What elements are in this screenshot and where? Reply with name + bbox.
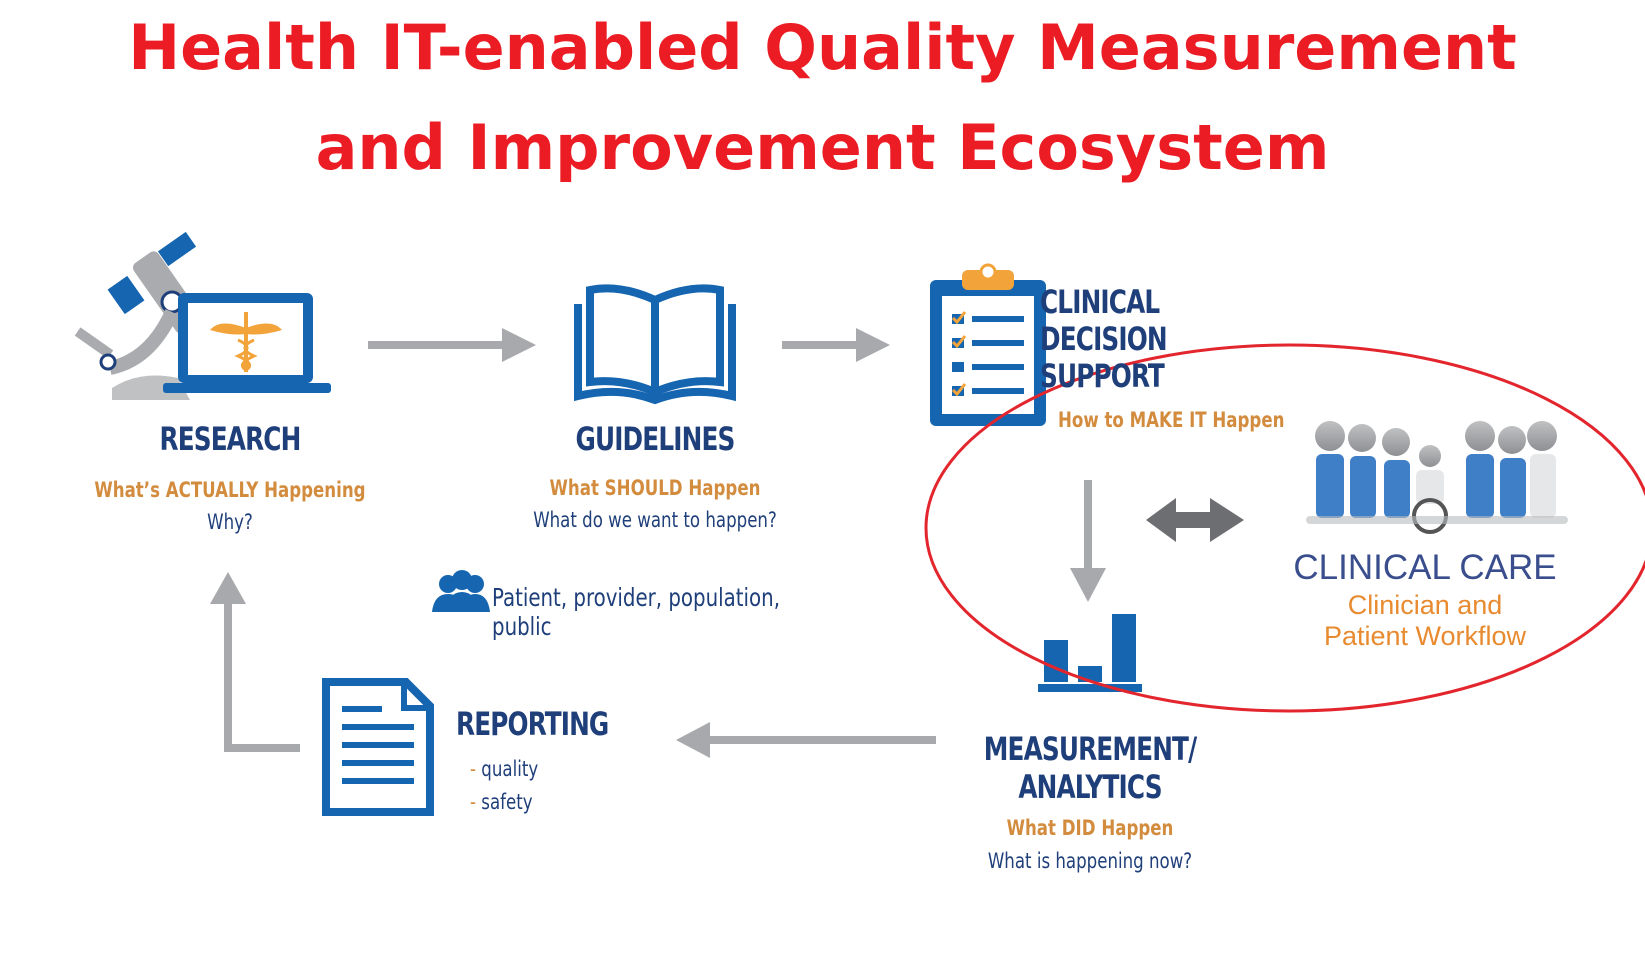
arrow-measurement-to-reporting [676, 722, 936, 758]
laptop-caduceus-icon [163, 293, 331, 393]
clinical-care-title: CLINICAL CARE [1293, 548, 1557, 587]
page-title-line-1: Health IT-enabled Quality Measurement [128, 11, 1517, 84]
page-title-line-2: and Improvement Ecosystem [315, 111, 1330, 184]
open-book-icon [574, 284, 736, 405]
care-team-icon [1306, 421, 1568, 534]
research-title: RESEARCH [159, 420, 302, 458]
reporting-item-safety: - safety [470, 790, 593, 814]
arrow-cds-to-measurement [1070, 480, 1106, 602]
arrow-research-to-guidelines [368, 328, 536, 362]
clinical-care-subtitle: Clinician and Patient Workflow [1270, 590, 1580, 652]
clinical-care-highlight-ellipse [924, 343, 1645, 713]
reporting-item-quality: - quality [470, 757, 593, 781]
measurement-subtitle: What DID Happen [1006, 816, 1174, 840]
bullet: - [470, 757, 477, 781]
cds-subtitle: How to MAKE IT Happen [1058, 408, 1285, 432]
arrow-bidirectional-care [1146, 498, 1244, 542]
research-question: Why? [207, 510, 253, 534]
guidelines-question: What do we want to happen? [533, 508, 777, 532]
clipboard-checklist-icon [930, 263, 1046, 426]
guidelines-subtitle: What SHOULD Happen [549, 476, 761, 500]
clinical-care-sub-line-1: Clinician and [1347, 590, 1503, 620]
clinical-care-sub-line-2: Patient Workflow [1323, 621, 1527, 651]
research-subtitle: What’s ACTUALLY Happening [94, 478, 366, 502]
bullet: - [470, 790, 477, 814]
document-icon [322, 678, 434, 816]
reporting-item-label: safety [481, 790, 533, 814]
cds-title: CLINICAL DECISION SUPPORT [1040, 284, 1186, 395]
measurement-title: MEASUREMENT/ ANALYTICS [961, 730, 1219, 806]
guidelines-title: GUIDELINES [575, 420, 736, 458]
cds-title-line-3: SUPPORT [1040, 357, 1165, 395]
measurement-question: What is happening now? [987, 849, 1193, 873]
cds-title-line-2: DECISION [1040, 320, 1168, 358]
reporting-title: REPORTING [456, 705, 609, 743]
reporting-item-label: quality [481, 757, 539, 781]
arrow-guidelines-to-cds [782, 328, 890, 362]
bar-chart-icon [1038, 614, 1142, 692]
arrow-reporting-to-research [210, 572, 300, 752]
cds-title-line-1: CLINICAL [1040, 283, 1160, 321]
measurement-title-line-1: MEASUREMENT/ [983, 730, 1197, 768]
population-note: Patient, provider, population, public [492, 583, 780, 641]
people-icon [432, 570, 490, 612]
measurement-title-line-2: ANALYTICS [1018, 768, 1162, 806]
